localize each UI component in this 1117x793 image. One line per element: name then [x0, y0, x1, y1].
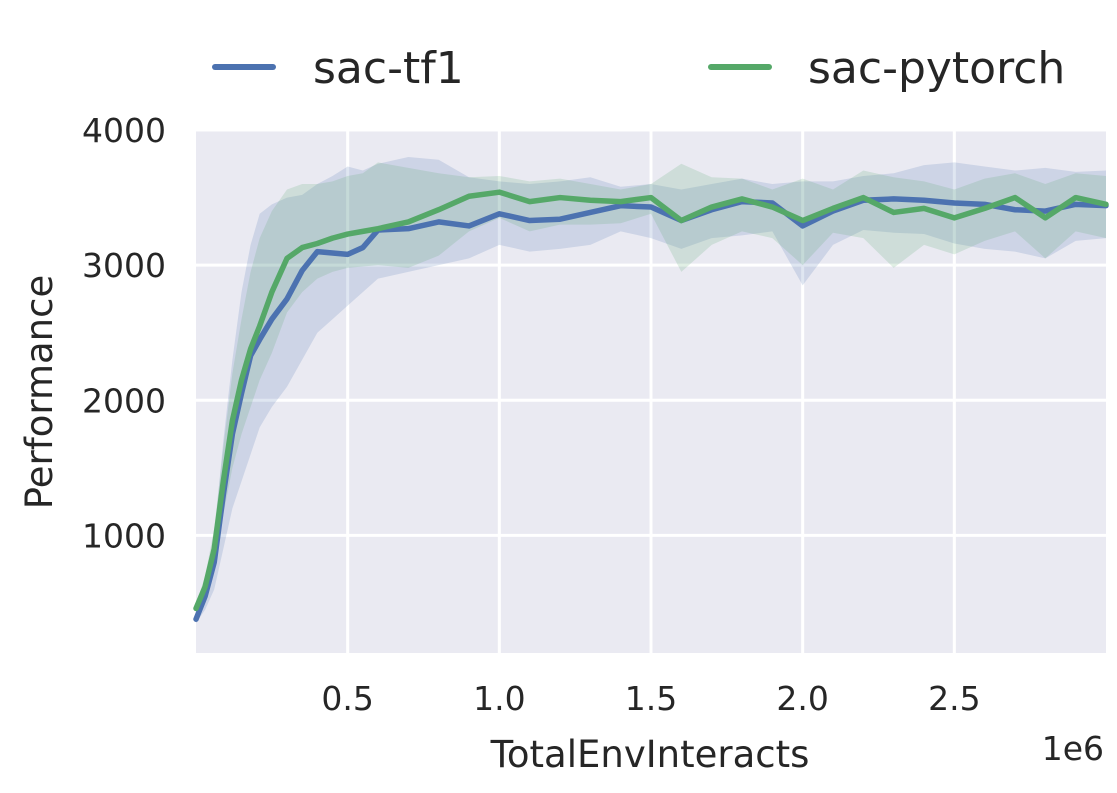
x-axis-multiplier: 1e6	[1042, 729, 1104, 768]
y-tick-labels: 1000 2000 3000 4000	[82, 111, 166, 555]
x-tick-label: 0.5	[321, 679, 373, 718]
y-tick-label: 1000	[82, 516, 166, 555]
x-tick-label: 2.0	[776, 679, 828, 718]
legend-label-sac-pytorch: sac-pytorch	[808, 43, 1065, 94]
y-axis-label: Performance	[18, 275, 61, 509]
x-tick-label: 1.0	[473, 679, 525, 718]
y-tick-label: 2000	[82, 381, 166, 420]
x-axis-label: TotalEnvInteracts	[490, 733, 810, 776]
x-tick-label: 2.5	[928, 679, 980, 718]
x-tick-labels: 0.5 1.0 1.5 2.0 2.5	[321, 679, 980, 718]
line-sac-pytorch	[193, 189, 1109, 612]
legend: sac-tf1 sac-pytorch	[212, 43, 1065, 94]
gridlines	[196, 128, 1106, 653]
y-tick-label: 4000	[82, 111, 166, 150]
band-sac-tf1	[196, 157, 1106, 624]
legend-label-sac-tf1: sac-tf1	[313, 43, 464, 94]
x-tick-label: 1.5	[625, 679, 677, 718]
series-lines	[193, 189, 1109, 622]
line-sac-tf1	[193, 196, 1109, 622]
y-tick-label: 3000	[82, 246, 166, 285]
